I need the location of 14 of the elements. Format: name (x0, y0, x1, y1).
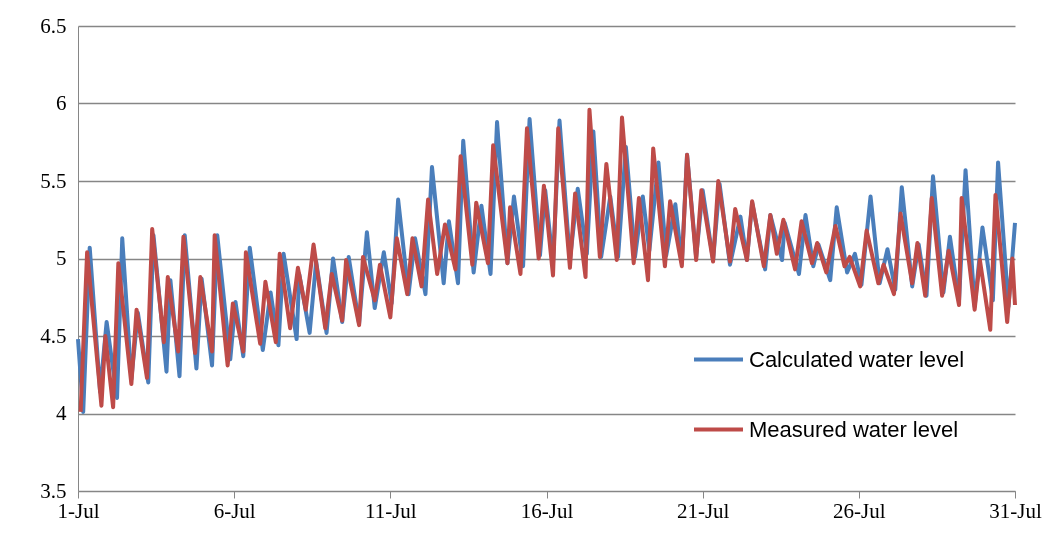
x-tick-label: 31-Jul (989, 498, 1042, 523)
y-tick-label: 5 (56, 246, 67, 270)
y-tick-label: 4 (56, 401, 67, 425)
x-tick-label: 16-Jul (520, 498, 574, 523)
x-tick-label: 21-Jul (676, 498, 730, 523)
y-tick-label: 5.5 (40, 168, 67, 193)
x-tick-label: 11-Jul (364, 498, 417, 523)
legend-label: Calculated water level (749, 346, 965, 372)
x-tick-label: 6-Jul (213, 498, 256, 523)
y-tick-label: 6.5 (40, 13, 67, 38)
y-tick-label: 4.5 (40, 323, 67, 348)
legend-label: Measured water level (749, 416, 959, 442)
y-tick-label: 6 (56, 91, 67, 115)
x-tick-label: 26-Jul (833, 498, 886, 523)
